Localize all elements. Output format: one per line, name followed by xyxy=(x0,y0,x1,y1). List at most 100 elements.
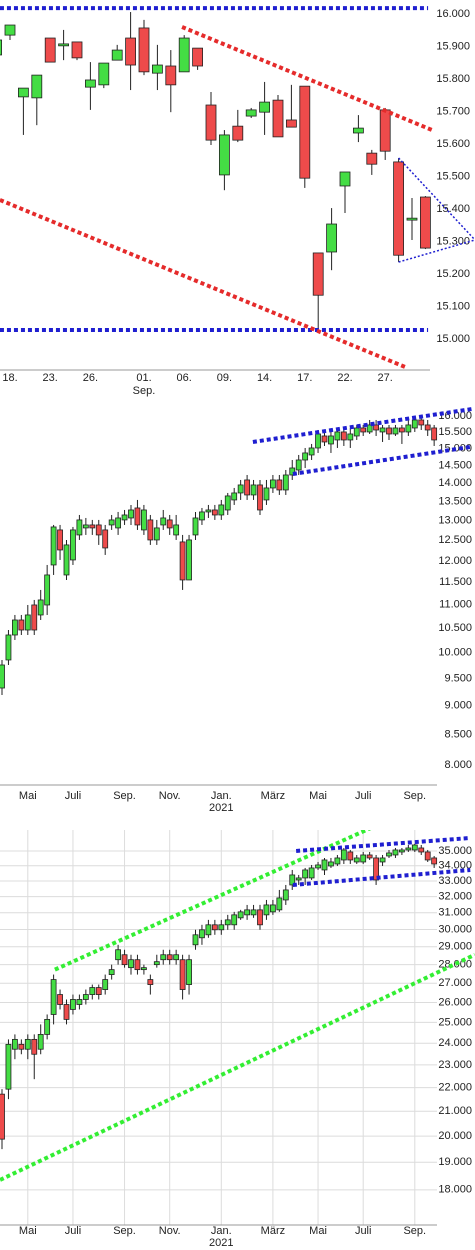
candle-body xyxy=(393,161,405,256)
candle-body xyxy=(0,39,3,56)
x-sublabel: 2021 xyxy=(209,802,233,814)
candle-body xyxy=(373,857,380,881)
x-tick-label: 01. xyxy=(136,372,151,384)
candle-body xyxy=(353,427,360,437)
candle-body xyxy=(282,889,289,901)
candle-body xyxy=(352,127,364,134)
candle-body xyxy=(411,844,418,851)
y-tick-label: 12.000 xyxy=(438,555,472,567)
candle-body xyxy=(71,41,83,59)
trend-line xyxy=(292,867,471,887)
candle-body xyxy=(192,517,199,536)
x-tick-label: Juli xyxy=(355,790,372,802)
y-tick-label: 11.000 xyxy=(439,599,472,611)
candle-body xyxy=(173,954,180,961)
candle-body xyxy=(121,514,128,521)
candle-body xyxy=(315,433,321,449)
candle-body xyxy=(295,459,302,471)
candle-body xyxy=(418,847,425,853)
candle-body xyxy=(173,524,180,536)
candle-body xyxy=(125,37,136,66)
candle-body xyxy=(259,101,271,113)
chart: 18.000 19.000 20.000 21.000 22.000 23.000 24.0… xyxy=(0,830,475,1249)
x-sublabel: Sep. xyxy=(133,385,156,397)
candle-body xyxy=(95,524,102,536)
candle-body xyxy=(285,119,297,128)
candle-body xyxy=(366,854,373,859)
candle-body xyxy=(121,954,128,966)
candle-body xyxy=(50,979,57,1015)
candle-body xyxy=(76,519,83,536)
candle-body xyxy=(431,427,438,441)
candle-body xyxy=(63,1004,70,1020)
x-tick-label: 09. xyxy=(217,372,232,384)
x-tick-label: 06. xyxy=(177,372,192,384)
candle-body xyxy=(218,504,225,516)
trend-lines xyxy=(252,406,473,476)
y-tick-label: 15.800 xyxy=(436,73,470,85)
candle-body xyxy=(231,492,238,501)
candle-body xyxy=(334,857,341,865)
candle-body xyxy=(5,634,12,661)
candle-body xyxy=(340,431,347,441)
candle-body xyxy=(379,109,391,152)
y-tick-label: 35.000 xyxy=(438,845,472,857)
candle-body xyxy=(186,959,192,985)
x-tick-label: 26. xyxy=(83,372,98,384)
candle-body xyxy=(282,474,289,491)
x-tick-label: Sep. xyxy=(113,1225,136,1237)
candle-body xyxy=(166,954,173,961)
x-tick-label: 27. xyxy=(378,372,393,384)
y-tick-label: 25.000 xyxy=(438,1016,472,1028)
candle-body xyxy=(63,544,70,576)
y-tick-label: 33.000 xyxy=(438,875,472,887)
candle-body xyxy=(379,857,386,863)
candle-body xyxy=(431,857,438,865)
candle-body xyxy=(211,924,218,931)
candle-body xyxy=(153,961,160,966)
candle-body xyxy=(276,479,283,491)
y-tick-label: 32.000 xyxy=(438,891,472,903)
y-tick-label: 18.000 xyxy=(438,1184,472,1196)
candle-body xyxy=(257,484,263,511)
y-tick-label: 10.000 xyxy=(438,647,472,659)
candle-body xyxy=(245,109,257,117)
candle-body xyxy=(231,914,238,926)
candle-body xyxy=(224,495,231,511)
candle-body xyxy=(237,911,244,919)
trend-line xyxy=(292,444,471,476)
x-tick-label: Mai xyxy=(19,1225,37,1237)
y-tick-label: 23.000 xyxy=(438,1059,472,1071)
y-tick-label: 31.000 xyxy=(438,907,472,919)
y-tick-label: 14.500 xyxy=(438,459,472,471)
candle-body xyxy=(205,924,212,936)
candle-body xyxy=(128,959,134,969)
x-tick-label: Jan. xyxy=(211,1225,232,1237)
candle-body xyxy=(406,217,418,221)
candle-body xyxy=(179,541,186,581)
x-tick-label: 14. xyxy=(257,372,272,384)
candle-body xyxy=(37,1033,44,1050)
y-tick-label: 24.000 xyxy=(438,1037,472,1049)
y-tick-label: 9.500 xyxy=(444,672,472,684)
candle-body xyxy=(31,1038,38,1055)
candle-body xyxy=(398,849,405,853)
candle-body xyxy=(95,987,102,995)
candle-body xyxy=(340,849,347,861)
y-tick-label: 15.500 xyxy=(438,426,472,438)
candle-body xyxy=(108,519,115,526)
x-tick-label: März xyxy=(261,790,285,802)
chart: 15.00015.10015.20015.30015.40015.50015.6… xyxy=(0,6,475,397)
candle-body xyxy=(192,934,199,946)
candle-body xyxy=(44,1019,51,1035)
candle-body xyxy=(373,424,380,431)
x-tick-label: 23. xyxy=(43,372,58,384)
candle-body xyxy=(250,484,257,496)
candle-body xyxy=(57,529,63,551)
candle-body xyxy=(272,99,284,138)
candle-body xyxy=(366,152,378,165)
candle-body xyxy=(405,847,412,851)
trend-line xyxy=(295,835,471,853)
y-tick-label: 22.000 xyxy=(438,1081,472,1093)
candle-body xyxy=(82,524,89,529)
